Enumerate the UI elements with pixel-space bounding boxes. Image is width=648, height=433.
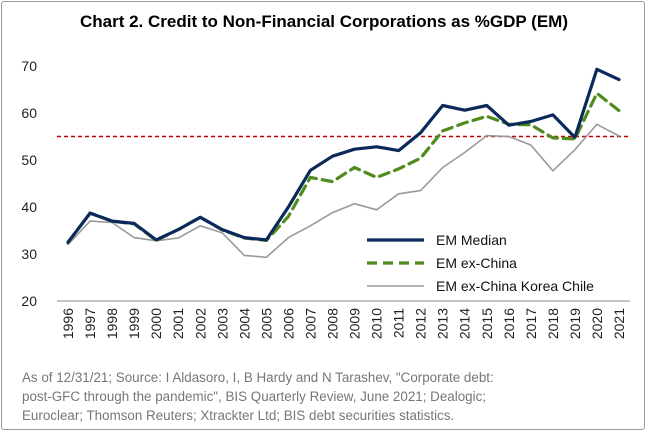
x-tick-label: 2012 [413, 308, 429, 339]
legend: EM Median EM ex-China EM ex-China Korea Ch… [367, 232, 594, 294]
x-tick-label: 1996 [60, 308, 76, 339]
y-tick-label: 20 [21, 293, 37, 309]
x-tick-label: 2020 [589, 308, 605, 339]
x-tick-label: 2010 [369, 308, 385, 339]
x-tick-label: 1999 [126, 308, 142, 339]
series-layer [66, 67, 621, 259]
x-tick-label: 1998 [104, 308, 120, 339]
x-tick-label: 2003 [214, 308, 230, 339]
y-tick-label: 60 [21, 105, 37, 121]
y-tick-label: 40 [21, 199, 37, 215]
y-tick-label: 70 [21, 58, 37, 74]
legend-label-em-ex-china-korea-chile: EM ex-China Korea Chile [436, 278, 594, 294]
x-tick-label: 2013 [435, 308, 451, 339]
x-tick-label: 2008 [324, 308, 340, 339]
y-tick-label: 30 [21, 246, 37, 262]
x-tick-label: 2011 [391, 308, 407, 338]
y-tick-label: 50 [21, 152, 37, 168]
legend-label-em-ex-china: EM ex-China [436, 255, 517, 271]
x-tick-label: 1997 [82, 308, 98, 339]
x-tick-label: 2014 [457, 308, 473, 339]
x-tick-label: 2001 [170, 308, 186, 339]
source-note-line: Euroclear; Thomson Reuters; Xtrackter Lt… [22, 408, 455, 423]
x-tick-label: 2009 [347, 308, 363, 339]
em-ex-china-line [66, 91, 621, 244]
x-tick-label: 2006 [280, 308, 296, 339]
source-note: As of 12/31/21; Source: I Aldasoro, I, B… [22, 368, 632, 425]
chart-title: Chart 2. Credit to Non-Financial Corpora… [79, 12, 568, 31]
axis-layer: 20 30 40 50 60 70 1996 1997 1998 1999 2000 2001 2002… [21, 58, 630, 339]
x-tick-label: 2005 [258, 308, 274, 339]
source-note-line: post-GFC through the pandemic", BIS Quar… [22, 389, 486, 404]
x-tick-label: 2019 [567, 308, 583, 339]
x-tick-label: 2015 [479, 308, 495, 339]
x-tick-label: 2016 [501, 308, 517, 339]
x-tick-label: 2017 [523, 308, 539, 339]
x-tick-label: 2021 [611, 308, 627, 339]
x-tick-label: 2000 [148, 308, 164, 339]
x-tick-label: 2002 [192, 308, 208, 339]
em-median-line [66, 67, 621, 244]
legend-label-em-median: EM Median [436, 232, 507, 248]
x-tick-label: 2007 [302, 308, 318, 339]
source-note-line: As of 12/31/21; Source: I Aldasoro, I, B… [22, 370, 494, 385]
x-tick-label: 2018 [545, 308, 561, 339]
x-tick-label: 2004 [236, 308, 252, 339]
